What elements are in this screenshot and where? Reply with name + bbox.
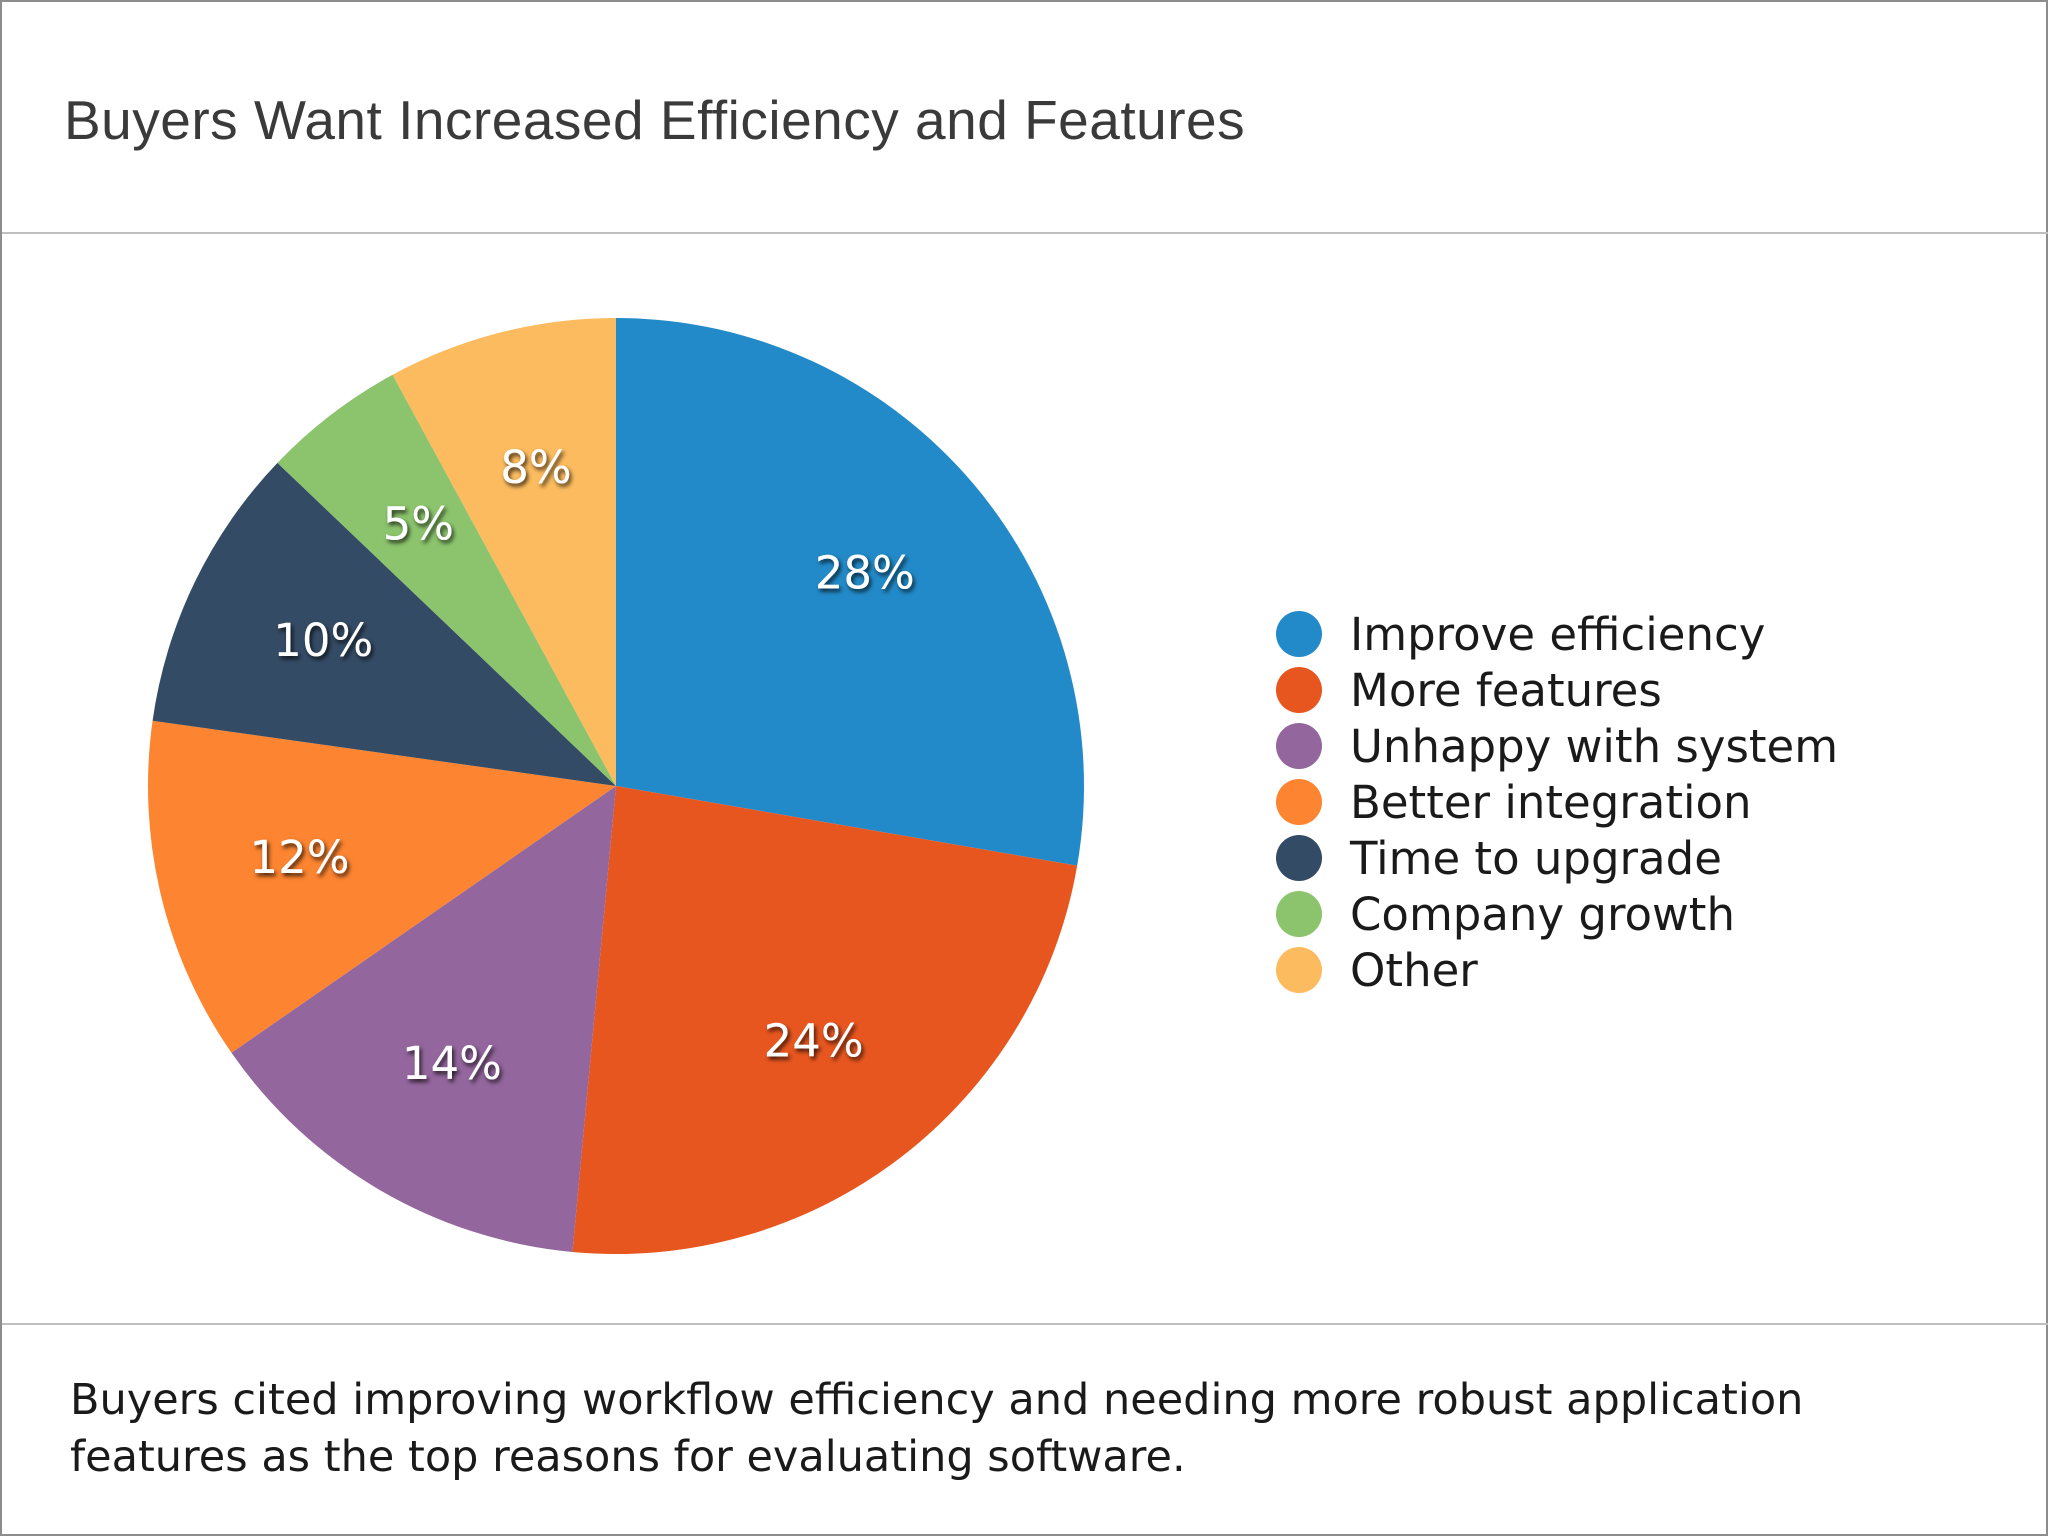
pie-slice-unhappy-with-system xyxy=(231,786,616,1252)
slice-label-better-integration: 12% xyxy=(250,831,350,884)
legend-item-more-features: More features xyxy=(1276,662,1838,718)
legend-item-other: Other xyxy=(1276,942,1838,998)
legend-label-time-to-upgrade: Time to upgrade xyxy=(1350,831,1722,885)
caption-divider xyxy=(2,1323,2048,1325)
slice-label-other: 8% xyxy=(500,441,571,494)
legend-item-better-integration: Better integration xyxy=(1276,774,1838,830)
legend-label-other: Other xyxy=(1350,943,1478,997)
pie-slice-improve-efficiency xyxy=(616,318,1084,866)
pie-slices xyxy=(147,318,1084,1254)
legend-swatch-improve-efficiency xyxy=(1276,611,1322,657)
legend-label-unhappy-with-system: Unhappy with system xyxy=(1350,719,1839,773)
pie-labels: 28% 24% 14% 12% 10% 5% 8% xyxy=(250,441,915,1090)
legend-item-time-to-upgrade: Time to upgrade xyxy=(1276,830,1838,886)
slice-label-more-features: 24% xyxy=(764,1014,864,1067)
legend-swatch-more-features xyxy=(1276,667,1322,713)
chart-caption: Buyers cited improving workflow efficien… xyxy=(70,1372,1990,1486)
pie-slice-other xyxy=(392,318,616,786)
title-divider xyxy=(2,232,2048,234)
legend-item-company-growth: Company growth xyxy=(1276,886,1838,942)
legend-item-unhappy-with-system: Unhappy with system xyxy=(1276,718,1838,774)
slice-label-improve-efficiency: 28% xyxy=(815,546,915,599)
legend-label-better-integration: Better integration xyxy=(1350,775,1752,829)
legend-swatch-time-to-upgrade xyxy=(1276,835,1322,881)
legend-label-more-features: More features xyxy=(1350,663,1662,717)
chart-title: Buyers Want Increased Efficiency and Fea… xyxy=(64,89,1246,151)
legend-item-improve-efficiency: Improve efficiency xyxy=(1276,606,1838,662)
slice-label-company-growth: 5% xyxy=(383,498,454,551)
chart-legend: Improve efficiency More features Unhappy w… xyxy=(1276,606,1838,998)
caption-line-2: features as the top reasons for evaluati… xyxy=(70,1432,1186,1482)
caption-line-1: Buyers cited improving workflow efficien… xyxy=(70,1375,1804,1425)
legend-swatch-unhappy-with-system xyxy=(1276,723,1322,769)
pie-slice-better-integration xyxy=(147,720,616,1053)
pie-slice-more-features xyxy=(572,786,1078,1254)
legend-swatch-other xyxy=(1276,947,1322,993)
pie-slice-company-growth xyxy=(277,374,616,786)
legend-label-company-growth: Company growth xyxy=(1350,887,1735,941)
legend-label-improve-efficiency: Improve efficiency xyxy=(1350,607,1766,661)
slice-label-unhappy-with-system: 14% xyxy=(402,1037,502,1090)
slice-label-time-to-upgrade: 10% xyxy=(273,614,373,667)
pie-slice-time-to-upgrade xyxy=(152,462,616,786)
legend-swatch-better-integration xyxy=(1276,779,1322,825)
legend-swatch-company-growth xyxy=(1276,891,1322,937)
